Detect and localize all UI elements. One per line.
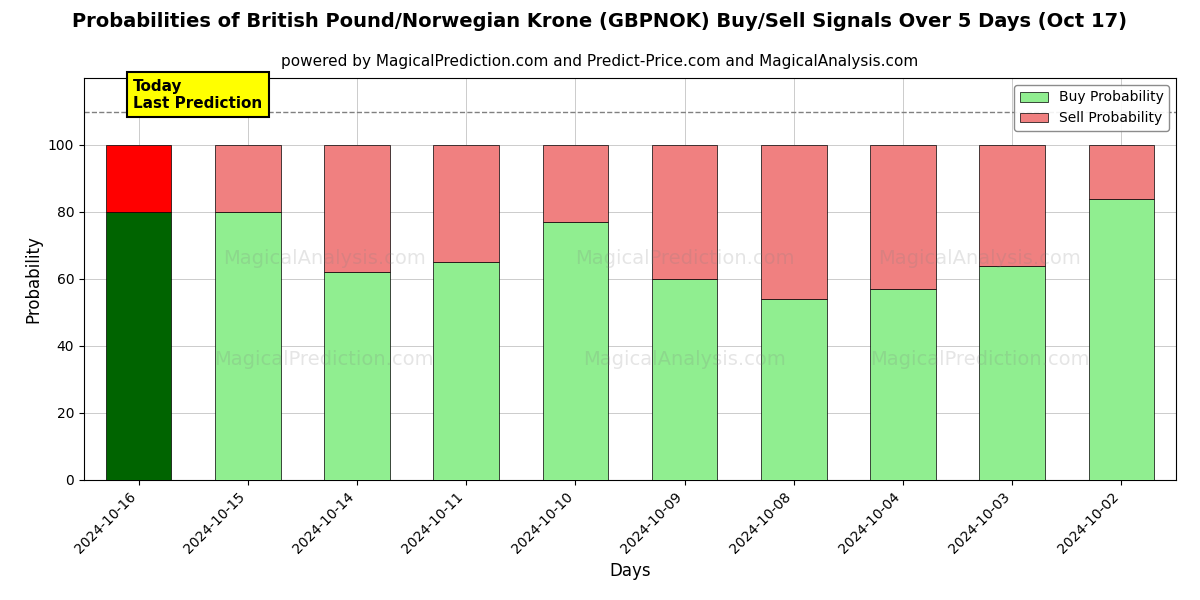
- Text: MagicalPrediction.com: MagicalPrediction.com: [575, 250, 794, 268]
- Text: MagicalAnalysis.com: MagicalAnalysis.com: [878, 250, 1081, 268]
- Bar: [1088, 145, 1154, 199]
- Y-axis label: Probability: Probability: [24, 235, 42, 323]
- Bar: [761, 145, 827, 299]
- Bar: [106, 145, 172, 212]
- Bar: [870, 289, 936, 480]
- Text: MagicalAnalysis.com: MagicalAnalysis.com: [223, 250, 426, 268]
- Bar: [652, 279, 718, 480]
- Bar: [324, 145, 390, 272]
- X-axis label: Days: Days: [610, 562, 650, 580]
- Bar: [542, 145, 608, 222]
- Bar: [433, 145, 499, 262]
- Bar: [542, 222, 608, 480]
- Text: MagicalPrediction.com: MagicalPrediction.com: [870, 350, 1090, 369]
- Bar: [106, 212, 172, 480]
- Text: MagicalAnalysis.com: MagicalAnalysis.com: [583, 350, 786, 369]
- Text: MagicalPrediction.com: MagicalPrediction.com: [215, 350, 434, 369]
- Bar: [433, 262, 499, 480]
- Bar: [652, 145, 718, 279]
- Bar: [979, 145, 1045, 266]
- Bar: [215, 145, 281, 212]
- Bar: [324, 272, 390, 480]
- Bar: [761, 299, 827, 480]
- Bar: [1088, 199, 1154, 480]
- Legend: Buy Probability, Sell Probability: Buy Probability, Sell Probability: [1014, 85, 1169, 131]
- Text: Today
Last Prediction: Today Last Prediction: [133, 79, 263, 111]
- Bar: [215, 212, 281, 480]
- Text: Probabilities of British Pound/Norwegian Krone (GBPNOK) Buy/Sell Signals Over 5 : Probabilities of British Pound/Norwegian…: [72, 12, 1128, 31]
- Text: powered by MagicalPrediction.com and Predict-Price.com and MagicalAnalysis.com: powered by MagicalPrediction.com and Pre…: [281, 54, 919, 69]
- Bar: [979, 266, 1045, 480]
- Bar: [870, 145, 936, 289]
